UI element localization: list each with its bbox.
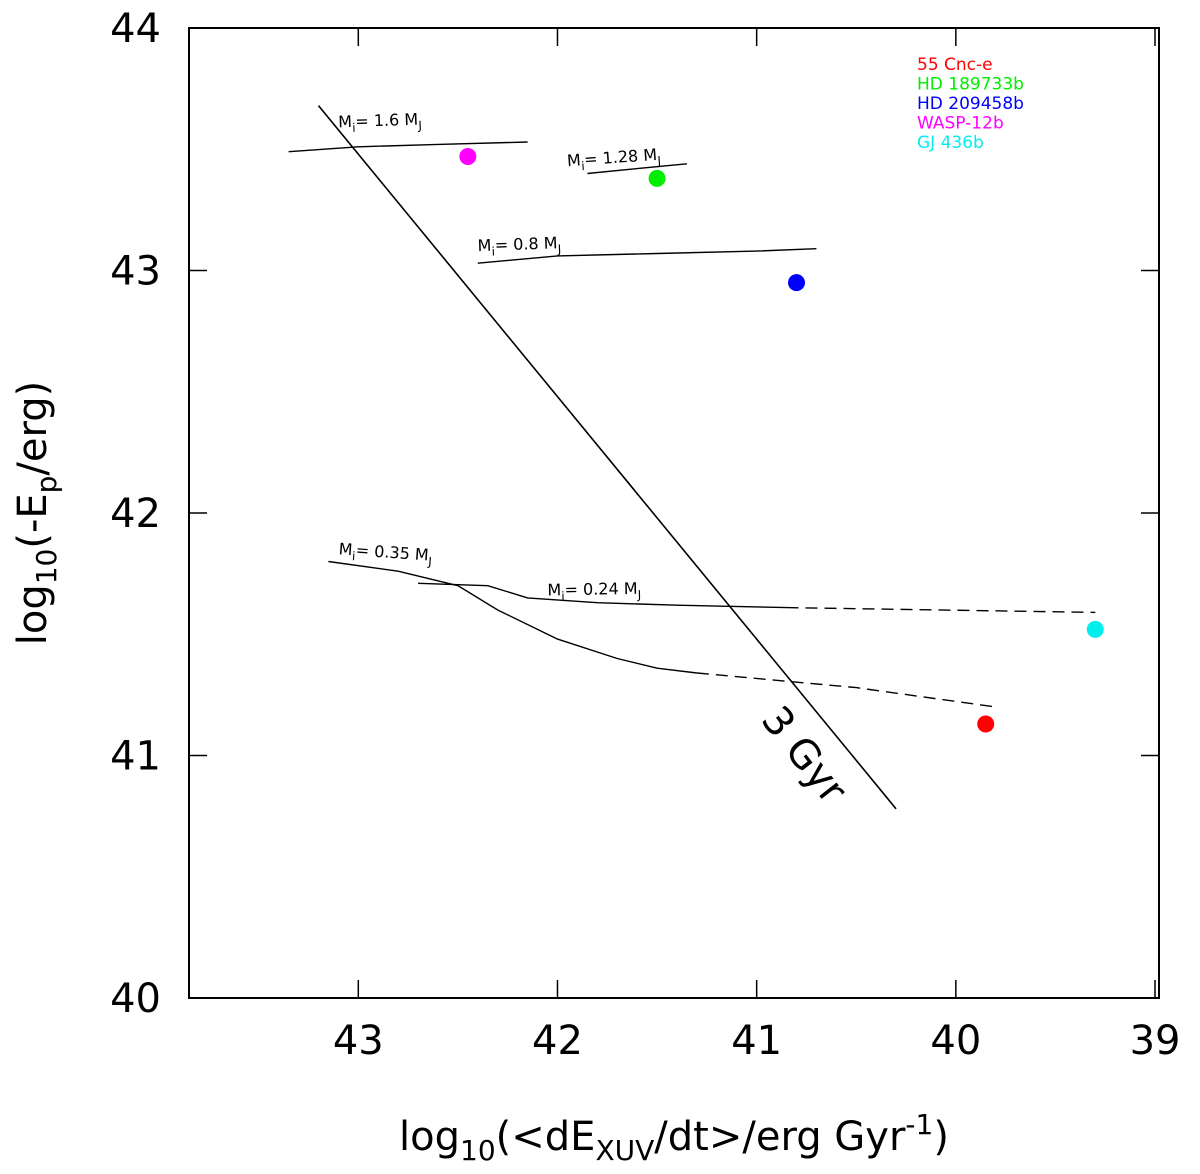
- x-tick-label: 43: [333, 1018, 384, 1064]
- legend-entry: WASP-12b: [917, 114, 1004, 134]
- planet-point: [977, 715, 995, 733]
- track-label: Mi= 0.8 MJ: [477, 233, 561, 259]
- x-tick-label: 40: [930, 1018, 981, 1064]
- x-axis-label: log10(<dEXUV/dt>/erg Gyr-1): [399, 1108, 949, 1167]
- track-line-solid: [328, 560, 697, 674]
- track-line-solid: [587, 163, 687, 175]
- track-line-solid: [288, 141, 528, 153]
- legend-entry: HD 209458b: [917, 94, 1024, 114]
- planet-point: [648, 169, 666, 187]
- y-tick-label: 40: [110, 976, 161, 1022]
- track-label: Mi= 0.24 MJ: [547, 579, 641, 604]
- x-tick-label: 41: [731, 1018, 782, 1064]
- isochrone-label: 3 Gyr: [752, 698, 856, 813]
- y-tick-label: 42: [110, 491, 161, 537]
- ticks: 43 42 41 40 39 40 41 42 43 44: [110, 6, 1180, 1064]
- planet-point: [459, 148, 477, 166]
- track-line-solid: [418, 582, 787, 609]
- legend-entry: 55 Cnc-e: [917, 55, 993, 75]
- track-line-solid: [477, 248, 817, 264]
- planet-point: [787, 274, 805, 292]
- x-tick-label: 42: [532, 1018, 583, 1064]
- planet-points: [459, 148, 1104, 733]
- legend-entry: HD 189733b: [917, 75, 1024, 95]
- y-tick-label: 43: [110, 249, 161, 295]
- plot-frame: [188, 27, 1160, 999]
- track-label: Mi= 1.28 MJ: [566, 145, 661, 174]
- y-tick-label: 41: [110, 734, 161, 780]
- isochrone-line: [317, 105, 897, 810]
- y-axis-label: log10(-Ep/erg): [10, 381, 63, 646]
- isochrone: 3 Gyr: [317, 105, 897, 813]
- track-line-dashed: [696, 672, 996, 708]
- planet-point: [1086, 620, 1104, 638]
- track-line-dashed: [786, 606, 1096, 614]
- legend-entry: GJ 436b: [917, 133, 984, 153]
- y-tick-label: 44: [110, 6, 161, 52]
- x-tick-label: 39: [1130, 1018, 1181, 1064]
- track-label: Mi= 1.6 MJ: [338, 110, 422, 136]
